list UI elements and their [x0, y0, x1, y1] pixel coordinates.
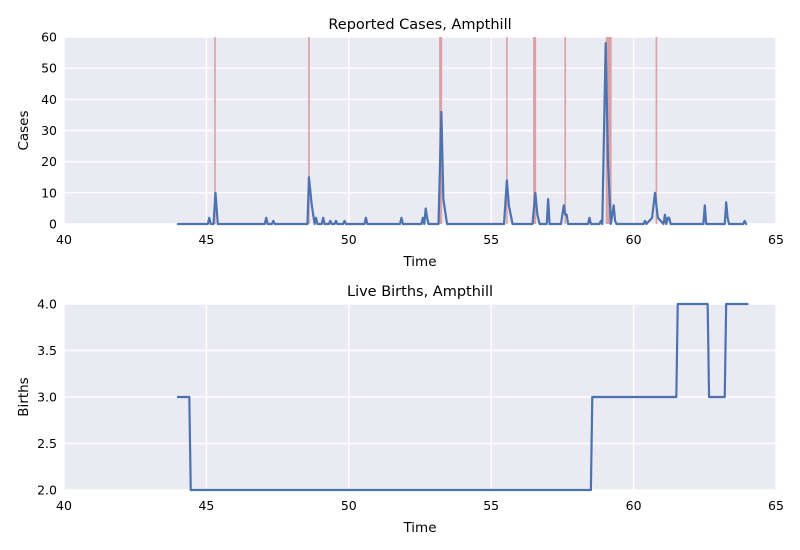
births-chart: 40 45 50 55 60 65 2.0 2.5 3.0 3.5 4.0 Live Births,…: [16, 284, 784, 536]
cases-series-line: [176, 42, 748, 226]
cases-ticks: 40 45 50 55 60 65 0 10 20 30 40 50 60: [41, 30, 784, 248]
cases-y-tick-label: 10: [41, 185, 57, 200]
cases-y-tick-label: 0: [49, 217, 57, 232]
cases-y-tick-label: 20: [41, 154, 57, 169]
cases-y-axis-label: Cases: [16, 110, 32, 150]
births-x-tick-label: 45: [198, 498, 214, 513]
births-x-tick-label: 50: [341, 498, 357, 513]
births-y-tick-label: 4.0: [37, 297, 57, 312]
cases-x-tick-label: 50: [341, 232, 357, 247]
births-y-axis-label: Births: [16, 377, 32, 416]
cases-y-tick-label: 50: [41, 61, 57, 76]
cases-y-tick-label: 60: [41, 30, 57, 45]
births-x-tick-label: 60: [626, 498, 642, 513]
cases-chart: 40 45 50 55 60 65 0 10 20 30 40 50 60 Reported Cases…: [16, 17, 784, 270]
births-y-tick-label: 2.0: [37, 483, 57, 498]
cases-chart-title: Reported Cases, Ampthill: [328, 17, 511, 33]
cases-x-tick-label: 55: [483, 232, 499, 247]
births-y-tick-label: 3.5: [37, 343, 57, 358]
cases-x-tick-label: 65: [768, 232, 784, 247]
cases-y-tick-label: 40: [41, 92, 57, 107]
births-chart-title: Live Births, Ampthill: [347, 284, 493, 300]
births-x-tick-label: 40: [56, 498, 72, 513]
cases-x-tick-label: 60: [626, 232, 642, 247]
births-series-line: [176, 302, 749, 492]
births-y-tick-label: 2.5: [37, 436, 57, 451]
births-x-tick-label: 65: [768, 498, 784, 513]
cases-x-tick-label: 40: [56, 232, 72, 247]
births-x-axis-label: Time: [402, 520, 436, 536]
cases-series: [176, 42, 748, 226]
births-ticks: 40 45 50 55 60 65 2.0 2.5 3.0 3.5 4.0: [37, 297, 784, 514]
cases-x-axis-label: Time: [402, 254, 436, 270]
births-series: [176, 302, 749, 492]
births-y-tick-label: 3.0: [37, 390, 57, 405]
cases-x-tick-label: 45: [198, 232, 214, 247]
cases-y-tick-label: 30: [41, 123, 57, 138]
cases-grid: [63, 36, 777, 225]
births-x-tick-label: 55: [483, 498, 499, 513]
